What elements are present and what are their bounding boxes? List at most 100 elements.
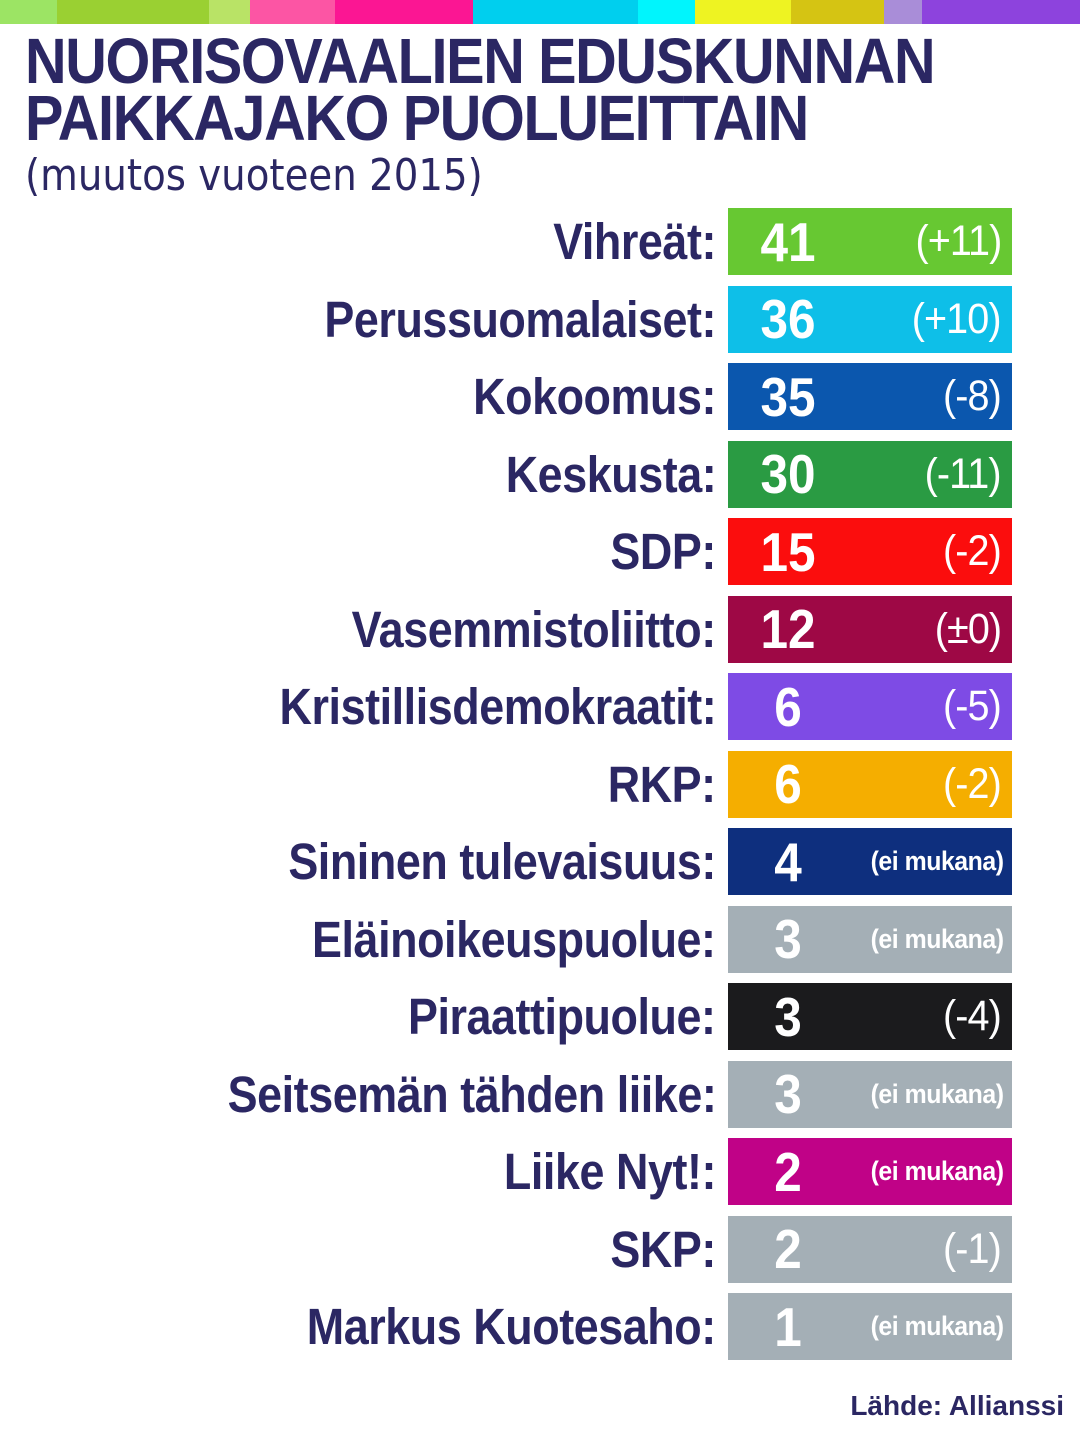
strip-segment-bright-cyan [638, 0, 695, 24]
strip-segment-pink [250, 0, 335, 24]
seat-bar: 30 (-11) [728, 440, 1012, 508]
seat-count: 2 [774, 1140, 802, 1203]
strip-segment-magenta [335, 0, 473, 24]
seat-row: Eläinoikeuspuolue: 3 (ei mukana) [0, 905, 1080, 973]
header: NUORISOVAALIEN EDUSKUNNAN PAIKKAJAKO PUO… [0, 24, 1080, 200]
party-label: SDP: [0, 522, 717, 581]
seat-change: (+10) [912, 294, 1002, 343]
page-title-line2-text: PAIKKAJAKO PUOLUEITTAIN [25, 82, 809, 154]
party-label-text: Perussuomalaiset: [324, 290, 716, 348]
seat-bar: 4 (ei mukana) [728, 828, 1012, 895]
party-label-text: RKP: [608, 755, 716, 813]
seat-row: SKP: 2 (-1) [0, 1215, 1080, 1283]
seat-count: 36 [760, 288, 816, 350]
seat-bar: 6 (-2) [728, 750, 1012, 818]
seat-row: Vasemmistoliitto: 12 (±0) [0, 595, 1080, 663]
top-color-strip [0, 0, 1080, 24]
strip-segment-dark-yellow [791, 0, 884, 24]
party-label: Piraattipuolue: [0, 987, 716, 1046]
page-title-line1: NUORISOVAALIEN EDUSKUNNAN [25, 25, 1080, 97]
party-label-text: Vihreät: [553, 213, 716, 270]
seat-row: Keskusta: 30 (-11) [0, 440, 1080, 508]
seat-row: Kristillisdemokraatit: 6 (-5) [0, 673, 1080, 740]
seat-row: Sininen tulevaisuus: 4 (ei mukana) [0, 828, 1080, 895]
seat-row: Markus Kuotesaho: 1 (ei mukana) [0, 1293, 1080, 1360]
party-label-text: SDP: [610, 523, 717, 580]
seat-bar: 6 (-5) [728, 673, 1012, 740]
seat-count: 35 [760, 365, 816, 428]
seat-change: (-8) [943, 372, 1002, 420]
seat-count: 30 [760, 443, 816, 505]
page-subtitle-text: (muutos vuoteen 2015) [25, 150, 483, 201]
party-label: SKP: [0, 1220, 717, 1279]
party-label: Eläinoikeuspuolue: [0, 910, 716, 969]
seat-row: RKP: 6 (-2) [0, 750, 1080, 818]
strip-segment-dotted-lilac [884, 0, 922, 24]
seat-bar: 41 (+11) [728, 208, 1012, 275]
page-title-line1-text: NUORISOVAALIEN EDUSKUNNAN [25, 25, 936, 97]
seat-bar: 1 (ei mukana) [728, 1293, 1012, 1360]
footer: Lähde: Allianssi [0, 1390, 1080, 1422]
strip-segment-green [57, 0, 209, 24]
seat-count: 6 [774, 675, 802, 738]
seat-change: (ei mukana) [871, 1156, 1004, 1186]
party-label: RKP: [0, 755, 716, 814]
page-subtitle: (muutos vuoteen 2015) [25, 152, 1080, 200]
seat-bar: 36 (+10) [728, 285, 1012, 353]
seat-row: Kokoomus: 35 (-8) [0, 363, 1080, 430]
seat-bar: 2 (-1) [728, 1215, 1012, 1283]
party-label: Vihreät: [0, 212, 716, 271]
strip-segment-cyan [473, 0, 638, 24]
seat-change: (±0) [934, 604, 1002, 653]
party-label-text: Kokoomus: [473, 368, 716, 425]
seat-bar: 35 (-8) [728, 363, 1012, 430]
seat-count: 2 [774, 1218, 802, 1280]
party-label: Liike Nyt!: [0, 1142, 717, 1201]
party-label: Kristillisdemokraatit: [0, 677, 716, 736]
party-label-text: SKP: [610, 1220, 717, 1278]
party-label-text: Kristillisdemokraatit: [279, 678, 716, 735]
seat-count: 1 [774, 1295, 802, 1358]
strip-segment-yellow [695, 0, 791, 24]
seat-count: 3 [774, 1063, 802, 1125]
seat-change: (ei mukana) [871, 923, 1004, 954]
seat-change: (ei mukana) [871, 1311, 1004, 1341]
seat-change: (-2) [943, 527, 1002, 575]
seat-count: 15 [760, 520, 816, 583]
party-label-text: Vasemmistoliitto: [351, 600, 717, 658]
seat-change: (-1) [943, 1224, 1002, 1273]
seat-change: (-2) [943, 759, 1002, 808]
party-label-text: Seitsemän tähden liike: [227, 1065, 716, 1123]
party-label: Kokoomus: [0, 367, 716, 426]
seat-bar: 3 (-4) [728, 983, 1012, 1050]
strip-segment-pale-green [209, 0, 250, 24]
seat-row: Liike Nyt!: 2 (ei mukana) [0, 1138, 1080, 1205]
seat-count: 12 [760, 598, 816, 660]
seat-count: 41 [760, 210, 816, 273]
party-label: Markus Kuotesaho: [0, 1297, 716, 1356]
seat-row: Vihreät: 41 (+11) [0, 208, 1080, 275]
page-title-line2: PAIKKAJAKO PUOLUEITTAIN [25, 82, 1080, 154]
party-label: Vasemmistoliitto: [0, 600, 717, 659]
seat-bar: 15 (-2) [728, 518, 1012, 585]
party-label-text: Eläinoikeuspuolue: [312, 910, 716, 968]
seat-change: (-11) [924, 449, 1002, 498]
seat-bar: 3 (ei mukana) [728, 905, 1012, 973]
seat-row: SDP: 15 (-2) [0, 518, 1080, 585]
seat-bar: 2 (ei mukana) [728, 1138, 1012, 1205]
seat-bar: 3 (ei mukana) [728, 1060, 1012, 1128]
source-credit: Lähde: Allianssi [850, 1390, 1064, 1421]
seat-change: (ei mukana) [871, 846, 1004, 876]
party-label: Sininen tulevaisuus: [0, 832, 716, 891]
party-label: Keskusta: [0, 445, 716, 504]
seat-row: Perussuomalaiset: 36 (+10) [0, 285, 1080, 353]
seat-count: 3 [774, 985, 802, 1048]
seat-row: Piraattipuolue: 3 (-4) [0, 983, 1080, 1050]
party-label-text: Markus Kuotesaho: [307, 1298, 716, 1355]
party-label: Perussuomalaiset: [0, 290, 716, 349]
seat-change: (ei mukana) [871, 1078, 1004, 1109]
seat-change: (-5) [943, 682, 1002, 730]
seat-count: 6 [774, 753, 802, 815]
seat-row: Seitsemän tähden liike: 3 (ei mukana) [0, 1060, 1080, 1128]
seat-change: (+11) [915, 217, 1002, 265]
